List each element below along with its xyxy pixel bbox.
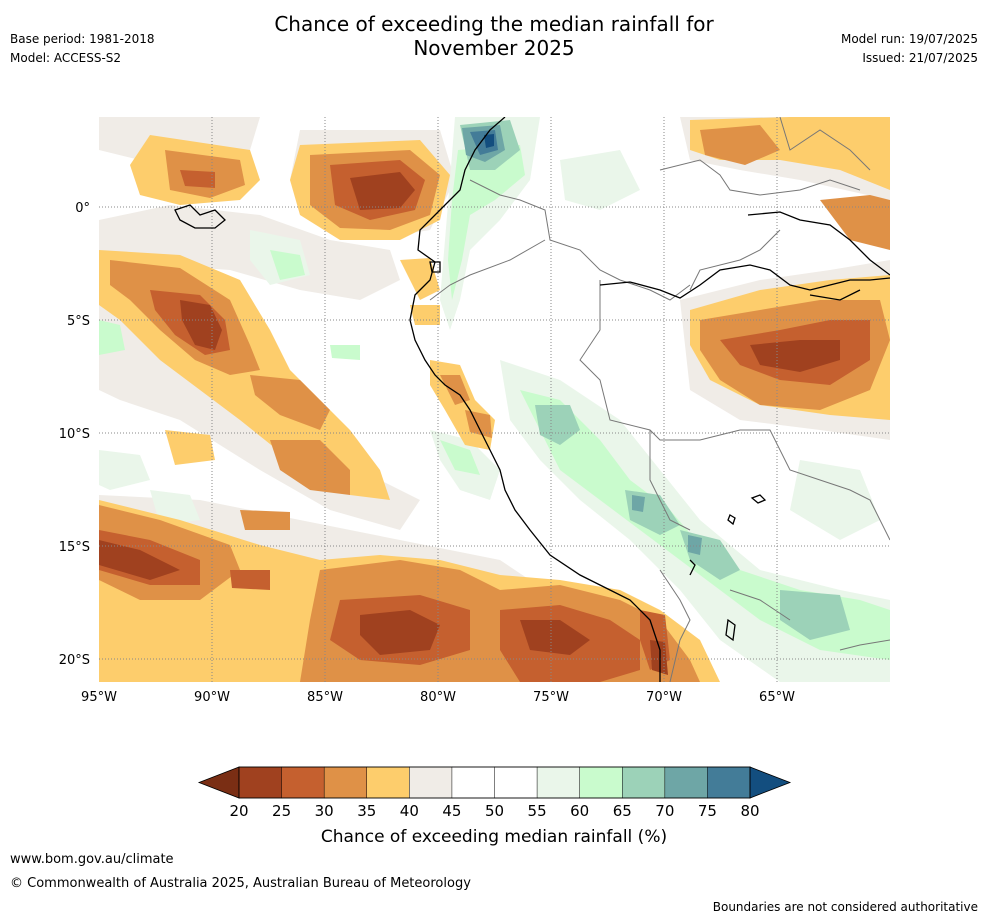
colorbar-title: Chance of exceeding median rainfall (%) <box>320 827 668 847</box>
contour-region-55 <box>560 150 640 210</box>
contour-region-30 <box>700 125 780 165</box>
contour-region-20 <box>350 172 415 210</box>
colorbar-tick-label: 50 <box>485 802 504 820</box>
disclaimer-text: Boundaries are not considered authoritat… <box>712 900 978 914</box>
contour-region-20 <box>360 610 440 655</box>
colorbar-tick-label: 80 <box>740 802 759 820</box>
contour-region-55 <box>99 450 150 490</box>
lon-label: 70°W <box>646 690 682 705</box>
contour-region-30 <box>250 375 330 430</box>
contour-region-65 <box>780 590 850 640</box>
colorbar-tick-label: 25 <box>272 802 291 820</box>
issued-label: Issued: 21/07/2025 <box>862 51 978 65</box>
colorbar-tick-label: 35 <box>357 802 376 820</box>
contour-region-30 <box>465 410 492 438</box>
lat-label: 0° <box>75 201 90 216</box>
colorbar-cell <box>281 766 325 799</box>
colorbar-cell <box>536 766 581 799</box>
contour-region-20 <box>520 620 590 655</box>
contour-region-25 <box>230 570 270 590</box>
colorbar-cell <box>707 766 751 799</box>
latitude-labels: 0° 5°S 10°S 15°S 20°S <box>59 201 90 668</box>
lat-label: 5°S <box>67 314 90 329</box>
colorbar-cell <box>579 766 624 799</box>
contour-region-70 <box>688 535 702 555</box>
contour-region-60 <box>99 320 125 355</box>
base-period-label: Base period: 1981-2018 <box>10 32 155 46</box>
contour-region-55 <box>790 460 880 540</box>
title-line-1: Chance of exceeding the median rainfall … <box>274 12 714 36</box>
colorbar-cell <box>238 766 283 799</box>
website-link[interactable]: www.bom.gov.au/climate <box>10 852 174 867</box>
contour-region-30 <box>440 375 470 405</box>
lat-label: 10°S <box>59 427 90 442</box>
colorbar-tick-label: 60 <box>570 802 589 820</box>
contour-region-30 <box>240 510 290 530</box>
lon-label: 65°W <box>759 690 795 705</box>
contour-region-30 <box>270 440 350 495</box>
title-line-2: November 2025 <box>413 36 575 60</box>
colorbar-tick-label: 55 <box>528 802 547 820</box>
lon-label: 95°W <box>81 690 117 705</box>
country-borders <box>429 117 890 682</box>
colorbar-cell <box>622 766 666 799</box>
lon-label: 85°W <box>307 690 343 705</box>
contour-region-20 <box>750 340 840 372</box>
contour-region-20 <box>99 540 180 580</box>
colorbar-tick-label: 45 <box>442 802 461 820</box>
contour-region-60 <box>270 250 305 280</box>
colorbar-cell <box>451 766 496 799</box>
lat-label: 15°S <box>59 540 90 555</box>
colorbar-cell <box>494 766 538 799</box>
colorbar-low-extension <box>197 766 240 799</box>
lon-label: 90°W <box>194 690 230 705</box>
colorbar-tick-label: 70 <box>655 802 674 820</box>
contour-region-60 <box>330 345 360 360</box>
colorbar-tick-label: 75 <box>698 802 717 820</box>
contour-region-65 <box>535 405 580 445</box>
contour-region-35 <box>400 258 440 300</box>
colorbar-cell <box>409 766 453 799</box>
model-label: Model: ACCESS-S2 <box>10 51 122 65</box>
colorbar-cell <box>664 766 709 799</box>
contour-region-60 <box>440 440 480 475</box>
chart-title: Chance of exceeding the median rainfall … <box>0 12 988 60</box>
colorbar-tick-label: 30 <box>315 802 334 820</box>
model-run-label: Model run: 19/07/2025 <box>840 32 978 46</box>
colorbar: 20 25 30 35 40 45 50 55 60 65 70 75 80 <box>197 766 792 820</box>
lon-label: 75°W <box>533 690 569 705</box>
contour-region-70 <box>632 495 645 512</box>
coastline <box>174 117 890 682</box>
contour-region-25 <box>180 170 215 188</box>
contour-region-80 <box>484 134 494 148</box>
contour-region-60 <box>448 145 525 300</box>
colorbar-high-extension <box>749 766 792 799</box>
graticule <box>99 117 890 682</box>
contour-70-plus-regions <box>462 125 702 555</box>
contour-region-35 <box>410 305 440 325</box>
colorbar-tick-label: 20 <box>229 802 248 820</box>
contour-region-35 <box>165 430 215 465</box>
lon-label: 80°W <box>420 690 456 705</box>
map-area <box>99 117 890 682</box>
colorbar-tick-label: 40 <box>400 802 419 820</box>
copyright-text: © Commonwealth of Australia 2025, Austra… <box>10 876 471 891</box>
colorbar-tick-label: 65 <box>613 802 632 820</box>
lat-label: 20°S <box>59 653 90 668</box>
colorbar-cell <box>366 766 411 799</box>
contour-region-30 <box>820 195 890 250</box>
longitude-labels: 95°W 90°W 85°W 80°W 75°W 70°W 65°W <box>81 690 795 705</box>
colorbar-cell <box>323 766 368 799</box>
